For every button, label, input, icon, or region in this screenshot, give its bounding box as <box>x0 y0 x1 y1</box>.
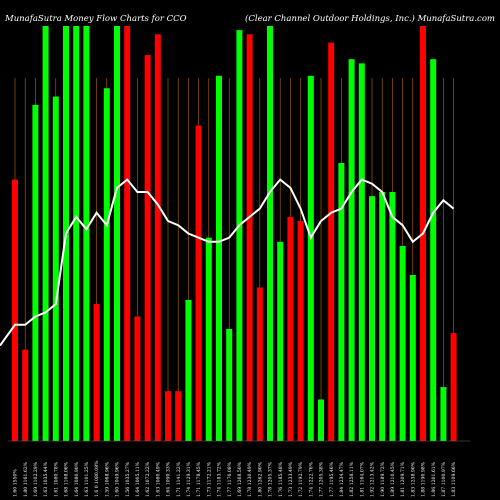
bar <box>93 304 100 441</box>
x-tick-label: 1.83 1109.66% <box>451 461 457 497</box>
chart-subtitle: (Clear Channel Outdoor Holdings, Inc.) M… <box>245 13 495 24</box>
x-tick-label: 1.74 1129.31% <box>186 461 192 497</box>
bar <box>52 96 59 442</box>
x-tick-label: 1.60 1550% <box>13 469 19 497</box>
bar <box>328 42 335 441</box>
bar <box>287 216 294 441</box>
x-tick-label: 1.88 1190.98% <box>421 461 427 497</box>
bar <box>348 59 355 441</box>
bar <box>195 125 202 441</box>
bar <box>185 299 192 441</box>
bar <box>103 88 110 441</box>
x-tick-label: 1.80 1161.62% <box>23 461 29 497</box>
x-tick-label: 1.63 1080.49% <box>155 461 161 497</box>
bar <box>399 245 406 441</box>
x-tick-label: 1.83 1238.90% <box>410 461 416 497</box>
x-tick-label: 1.81 1164.07% <box>359 461 365 497</box>
x-tick-label: 1.71 1141.22% <box>176 461 182 497</box>
x-tick-label: 1.76 1185.48% <box>278 461 284 497</box>
x-tick-label: 1.6 0 1080.08% <box>94 460 100 497</box>
money-flow-line <box>0 178 455 347</box>
x-tick-label: 1.77 1195.46% <box>329 461 335 497</box>
x-tick-label: 1.87 1100.97% <box>441 461 447 497</box>
x-tick-label: 1.68 1108.06% <box>64 461 70 497</box>
x-tick-label: 1.63 1101.25% <box>84 461 90 497</box>
x-tick-label: 1.60 1049.96% <box>115 461 121 497</box>
x-tick-label: 1.84 1234.47% <box>339 461 345 497</box>
bar <box>144 55 151 442</box>
bar <box>83 26 90 441</box>
bar <box>205 237 212 441</box>
bar <box>32 104 39 441</box>
bar <box>307 75 314 442</box>
bar <box>154 34 161 442</box>
bar <box>216 75 222 442</box>
bar <box>134 316 141 441</box>
bar <box>409 275 416 441</box>
bar <box>267 26 273 441</box>
chart-title: MunafaSutra Money Flow Charts for CCO <box>4 14 187 24</box>
x-tick-labels: 1.60 1550% 1.80 1161.62% 1.69 1102.29% 1… <box>13 460 458 497</box>
x-tick-label: 1.77 1205.38% <box>319 461 325 497</box>
bar <box>369 196 375 441</box>
bar <box>297 221 304 441</box>
x-tick-label: 1.92 1213.42% <box>370 461 376 497</box>
x-tick-label: 1.77 1176.08% <box>227 461 233 497</box>
bar <box>22 349 29 441</box>
bar <box>246 34 253 442</box>
x-tick-label: 1.82 1258.11% <box>349 461 355 497</box>
x-tick-label: 1.86 1201.61% <box>431 461 437 497</box>
x-tick-label: 1.69 1268.50% <box>237 461 243 497</box>
bar <box>42 26 49 441</box>
bar <box>256 287 263 441</box>
bar <box>165 391 171 441</box>
x-tick-label: 1.73 1233.49% <box>288 461 294 497</box>
bar <box>12 179 18 442</box>
bar <box>73 26 80 441</box>
bar <box>236 30 243 442</box>
bar <box>430 59 437 441</box>
x-tick-label: 1.74 1222.76% <box>308 461 314 497</box>
bar <box>114 26 120 441</box>
bar <box>277 241 284 441</box>
x-tick-label: 1.81 1209.71% <box>400 461 406 497</box>
x-tick-label: 1.73 1172.21% <box>206 461 212 497</box>
bar <box>450 333 457 441</box>
x-tick-label: 1.63 1035.44% <box>43 461 49 497</box>
x-tick-label: 1.80 1262.90% <box>257 461 263 497</box>
bar <box>318 399 324 441</box>
x-tick-label: 1.64 1005.11% <box>135 461 141 497</box>
bar <box>389 192 396 441</box>
x-tick-label: 1.78 1230.49% <box>247 461 253 497</box>
x-tick-label: 1.59 1068.96% <box>104 461 110 497</box>
x-tick-label: 1.78 1205.37% <box>268 461 274 497</box>
x-tick-label: 1.64 1090.33% <box>166 461 172 497</box>
bar <box>226 328 233 441</box>
x-tick-label: 1.64 1080.90% <box>74 461 80 497</box>
bar <box>379 192 386 441</box>
x-tick-label: 1.89 1210.45% <box>390 461 396 497</box>
x-tick-label: 1.71 1178.45% <box>196 461 202 497</box>
x-tick-label: 1.72 1192.79% <box>298 461 304 497</box>
bar <box>440 387 447 441</box>
bar <box>358 63 365 441</box>
x-tick-label: 1.69 1102.29% <box>33 461 39 497</box>
bar <box>124 26 131 441</box>
x-tick-label: 1.90 1189.72% <box>380 461 386 497</box>
bar <box>338 162 345 441</box>
x-tick-label: 1.62 1072.22% <box>145 461 151 497</box>
x-tick-label: 1.74 1183.72% <box>217 461 223 497</box>
x-tick-label: 1.56 1035.27% <box>125 461 131 497</box>
x-tick-label: 1.61 1080.78% <box>53 461 59 497</box>
bar <box>175 391 182 441</box>
